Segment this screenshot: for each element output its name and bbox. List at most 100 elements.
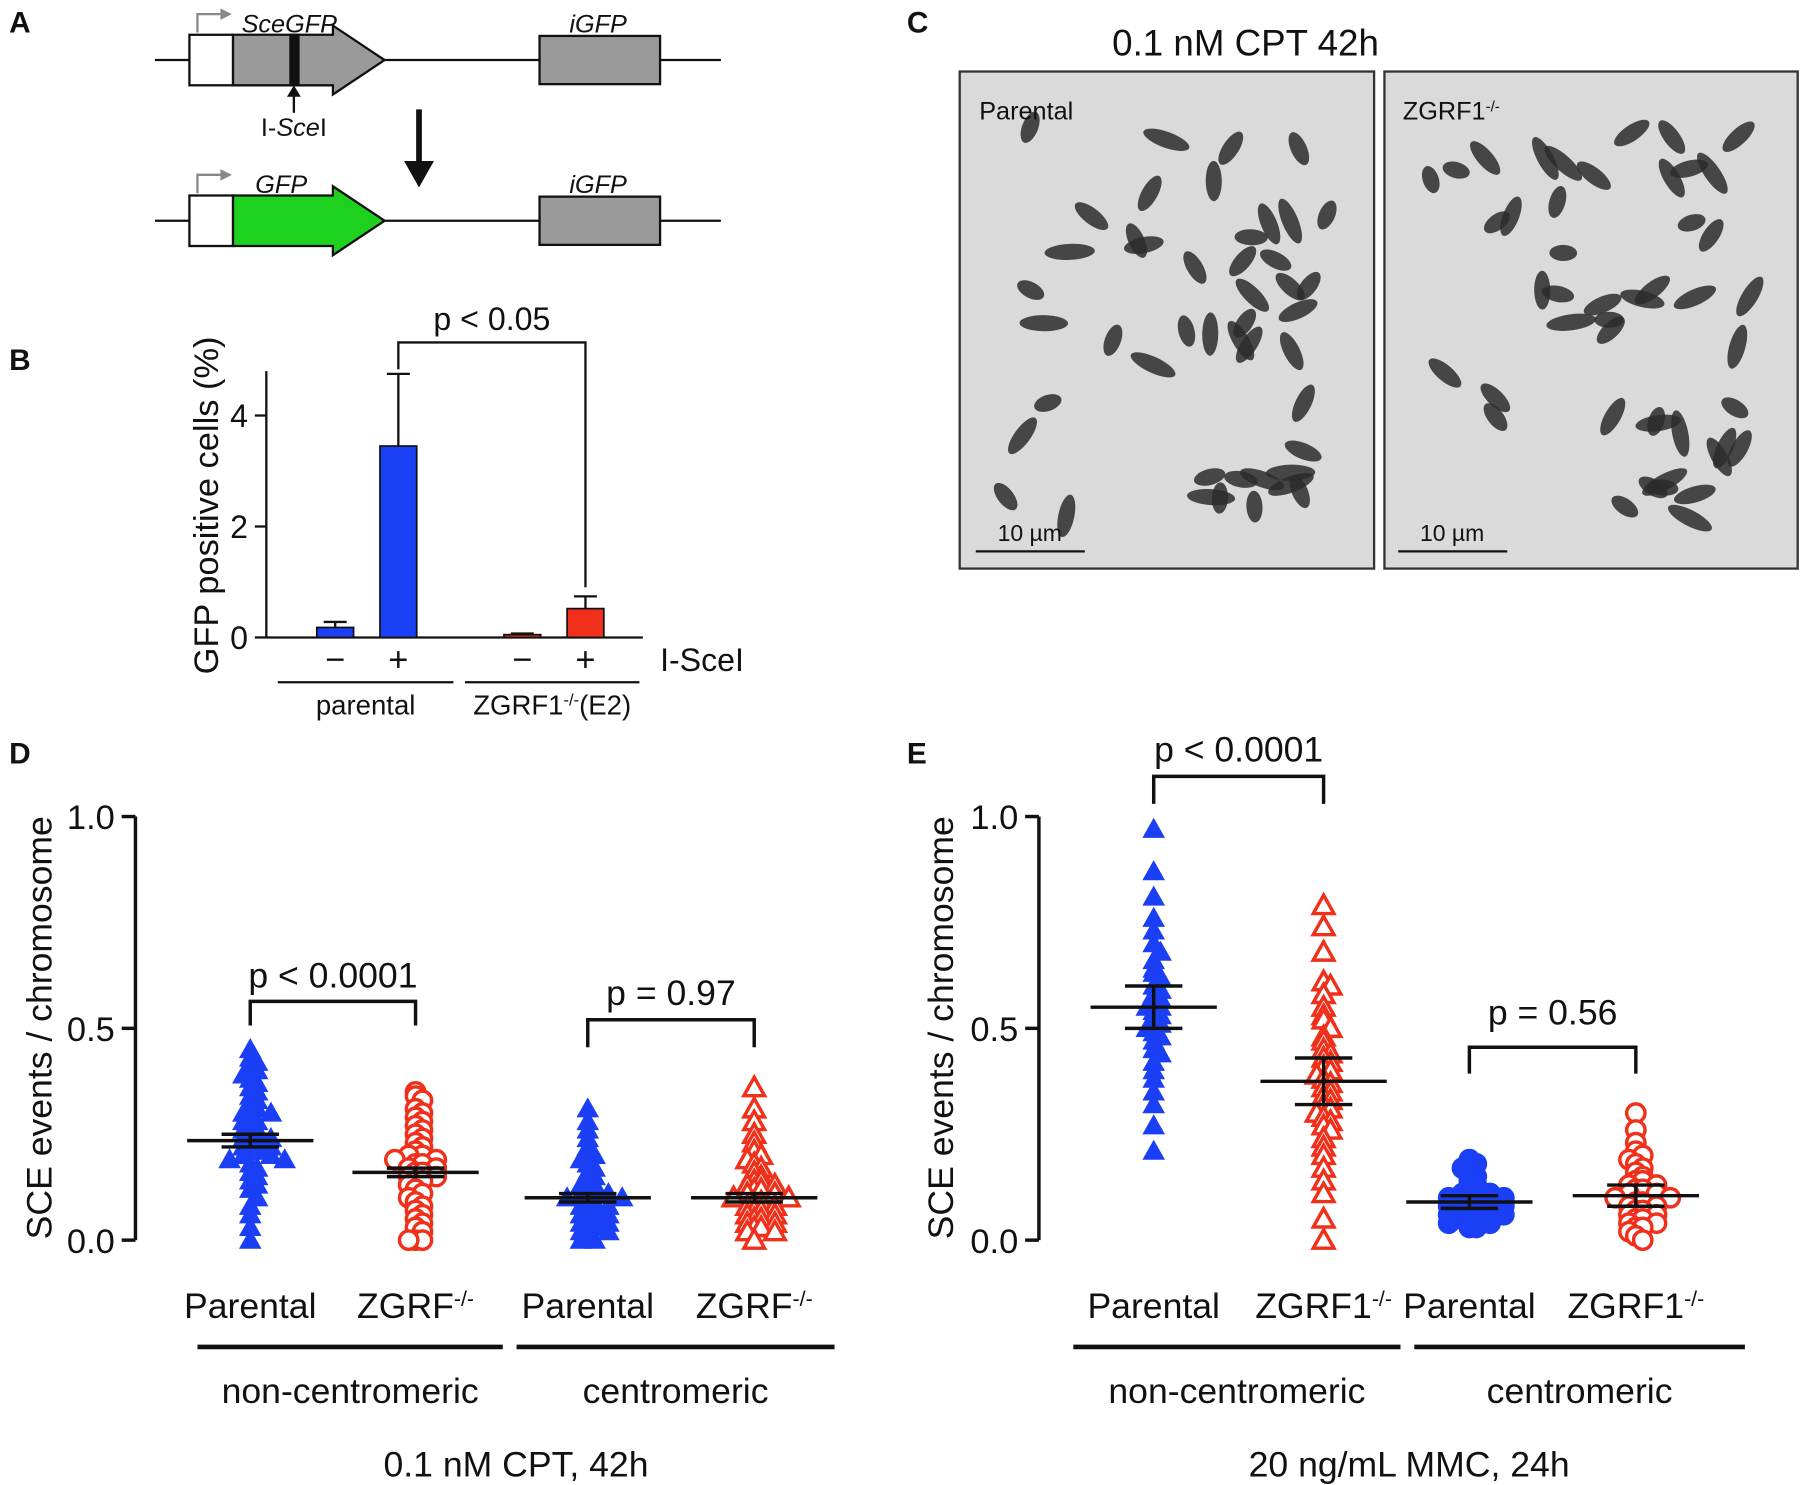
- chromosome: [1288, 132, 1310, 166]
- chromosome: [1594, 311, 1624, 328]
- p-value: p < 0.0001: [1154, 729, 1323, 769]
- y-axis-label: SCE events / chromosome: [921, 816, 961, 1239]
- y-tick-label: 1.0: [67, 799, 115, 837]
- data-point: [1142, 1093, 1166, 1114]
- group-label-part: (E2): [579, 689, 631, 720]
- promoter-box: [188, 33, 235, 87]
- site-label-part: I-: [261, 114, 276, 142]
- chromosome: [1205, 160, 1222, 202]
- p-value: p = 0.97: [606, 973, 736, 1013]
- x-tick-label: −: [512, 641, 532, 679]
- chromosome: [1177, 315, 1196, 347]
- image-label: Parental: [979, 98, 1073, 126]
- data-point: [1142, 885, 1166, 906]
- chromosome: [1218, 131, 1244, 165]
- chromosome: [1442, 161, 1470, 179]
- data-point: [238, 1228, 262, 1249]
- chromosome: [1143, 128, 1190, 151]
- chromosome: [1074, 202, 1109, 231]
- chromosome: [1500, 196, 1522, 236]
- scale-label: 10 µm: [998, 520, 1062, 546]
- data-point: [1142, 817, 1166, 838]
- chromosome: [1677, 214, 1706, 232]
- site-bar: [289, 33, 300, 87]
- promoter-box: [188, 194, 235, 248]
- chromosome: [1229, 246, 1257, 277]
- group-label: ZGRF1-/-(E2): [473, 689, 631, 720]
- gene-arrow: [231, 23, 387, 97]
- y-tick-label: 0.0: [970, 1223, 1018, 1261]
- chart-title: 20 ng/mL MMC, 24h: [1249, 1445, 1570, 1485]
- chromosome: [1017, 280, 1045, 300]
- site-label-part: Sce: [276, 114, 320, 142]
- chromosome: [1549, 244, 1578, 261]
- y-tick-label: 0: [230, 620, 248, 656]
- chromosome: [1727, 324, 1748, 369]
- chromosome: [1669, 159, 1709, 178]
- x-tick-label: Parental: [184, 1286, 317, 1326]
- chromosome: [1257, 203, 1281, 245]
- chromosome: [1544, 145, 1583, 181]
- data-point: [761, 1217, 789, 1242]
- gene-label: GFP: [255, 171, 307, 199]
- chromosome: [1183, 251, 1207, 284]
- data-point: [583, 1228, 606, 1249]
- chromosome: [1647, 406, 1666, 436]
- data-point: [1310, 912, 1337, 937]
- p-bracket: [248, 999, 418, 1026]
- bar: [379, 445, 418, 639]
- chromosome: [1234, 229, 1268, 246]
- gene-arrow: [231, 184, 387, 258]
- x-tick-label-part: -/-: [1372, 1287, 1392, 1311]
- chromosome: [1187, 488, 1236, 506]
- bar: [315, 626, 355, 639]
- x-tick-label-part: ZGRF1: [1255, 1286, 1372, 1326]
- x-tick-label: ZGRF1-/-: [1567, 1286, 1704, 1326]
- chromosome: [1020, 111, 1040, 143]
- data-point: [1631, 1229, 1654, 1252]
- data-point: [1142, 1139, 1166, 1160]
- chromosome: [1614, 119, 1650, 147]
- chromosome: [1008, 417, 1037, 455]
- x-tick-label-part: -/-: [793, 1287, 813, 1311]
- data-point: [259, 1101, 283, 1122]
- chromosome: [1246, 490, 1263, 523]
- site-arrow-head: [286, 85, 301, 97]
- y-tick-label: 0.5: [970, 1011, 1018, 1049]
- image-label-part: -/-: [1486, 98, 1500, 115]
- chromosome: [1278, 198, 1303, 244]
- x-tick-label: Parental: [521, 1286, 654, 1326]
- chromosome: [1546, 313, 1596, 331]
- chromosome: [1658, 120, 1686, 154]
- group-label: centromeric: [583, 1371, 769, 1411]
- p-value: p < 0.0001: [248, 956, 417, 996]
- chromosome: [1634, 275, 1671, 305]
- x-tick-label-part: -/-: [1684, 1287, 1704, 1311]
- chromosome: [1275, 272, 1305, 301]
- site-label: I-SceI: [261, 114, 327, 142]
- y-tick-label: 0.5: [67, 1011, 115, 1049]
- chromosome: [1284, 440, 1322, 462]
- chromosome: [1534, 270, 1551, 310]
- data-point: [1142, 860, 1166, 881]
- chromosome: [1265, 464, 1316, 481]
- p-bracket: [1467, 1045, 1638, 1074]
- reporter-label: iGFP: [569, 10, 627, 38]
- chromosome: [993, 482, 1018, 511]
- panel-letter: D: [9, 738, 31, 771]
- group-label-part: ZGRF1: [473, 689, 563, 720]
- group-label: non-centromeric: [1108, 1371, 1365, 1411]
- data-point: [273, 1148, 297, 1169]
- diagram-a: [154, 8, 721, 258]
- chromosome: [1202, 312, 1219, 356]
- promoter-arrow-head: [220, 8, 232, 20]
- x-tick-label-part: ZGRF1: [1567, 1286, 1684, 1326]
- promoter-arrow: [196, 12, 221, 33]
- chromosome: [1235, 326, 1263, 363]
- chromosome: [1673, 484, 1716, 505]
- chromosome: [1600, 397, 1626, 436]
- chromosome: [1470, 141, 1501, 175]
- x-tick-label: ZGRF-/-: [696, 1286, 813, 1326]
- chromosome: [1291, 384, 1315, 422]
